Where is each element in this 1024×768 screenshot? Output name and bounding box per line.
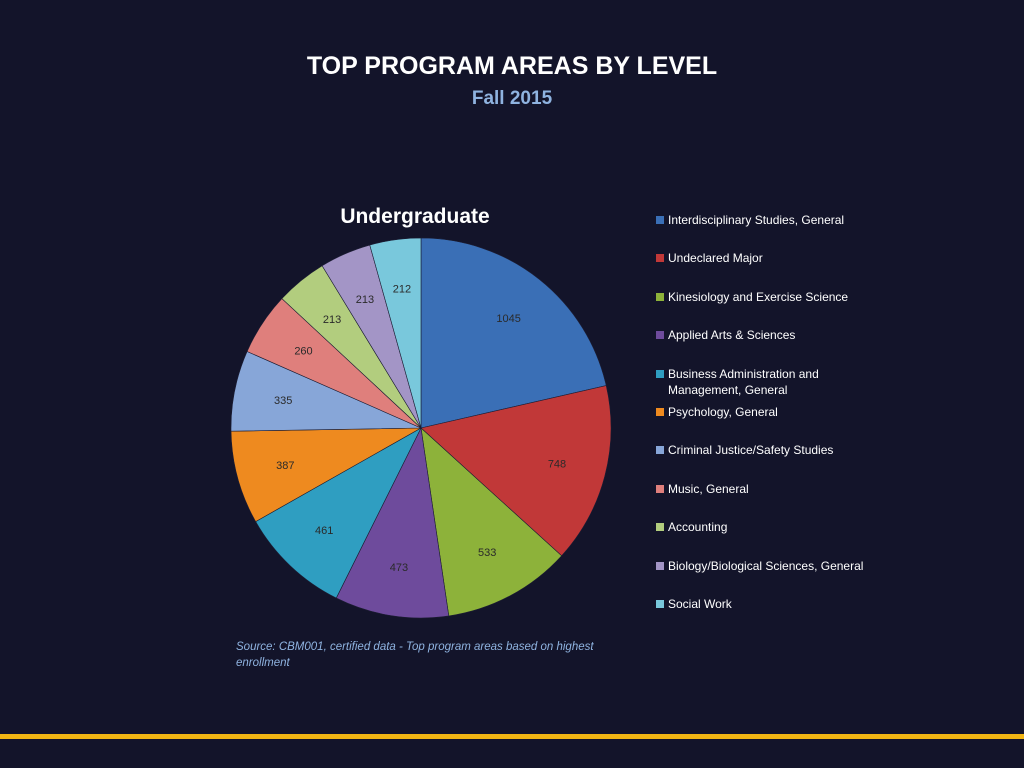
pie-slice-applied-arts-sciences [335,427,450,619]
legend-swatch [656,561,664,570]
data-label-music-general: 260 [294,346,312,358]
pie-slice-social-work [369,237,422,429]
data-label-criminal-justice-safety-studies: 335 [274,395,292,407]
chart-legend: Interdisciplinary Studies, General Undecl… [656,212,886,634]
pie-slice-kinesiology-and-exercise-science [420,427,563,617]
data-label-biology-biological-sciences-general: 213 [356,294,374,306]
source-note: Source: CBM001, certified data - Top pro… [236,641,594,669]
pie-slice-business-administration-and-management-general [255,427,422,599]
pie-data-labels: 1045 748 533 473 461 387 335 260 213 213 212 [274,284,566,574]
legend-label: Biology/Biological Sciences, General [668,558,864,573]
legend-swatch [656,216,664,224]
pie-slice-interdisciplinary-studies-general [420,237,607,429]
pie-slices [230,237,612,619]
legend-item-biology-biological-sciences-general: Biology/Biological Sciences, General [656,558,886,596]
legend-label: Music, General [668,481,749,496]
legend-label: Criminal Justice/Safety Studies [668,443,834,458]
legend-label: Social Work [668,596,732,611]
accent-bar [0,734,1024,739]
data-label-accounting: 213 [323,314,341,326]
data-label-kinesiology-and-exercise-science: 533 [478,547,496,559]
data-label-undeclared-major: 748 [548,459,566,471]
legend-swatch [656,292,664,301]
slide-subtitle: Fall 2015 [471,88,553,109]
legend-item-business-administration-and-management-general: Business Administration and Management, … [656,366,886,404]
legend-item-kinesiology-and-exercise-science: Kinesiology and Exercise Science [656,289,886,327]
legend-item-applied-arts-sciences: Applied Arts & Sciences [656,327,886,365]
legend-label: Interdisciplinary Studies, General [668,213,845,227]
legend-label: Undeclared Major [668,251,763,266]
data-label-social-work: 212 [393,284,411,296]
data-label-business-administration-and-management-general: 461 [315,525,333,537]
legend-label: Accounting [668,520,728,535]
legend-swatch [656,523,664,532]
legend-label: Psychology, General [668,404,778,419]
data-label-psychology-general: 387 [276,460,294,472]
pie-slice-undeclared-major [420,385,612,557]
legend-label: Applied Arts & Sciences [668,328,796,343]
legend-item-psychology-general: Psychology, General [656,404,886,442]
legend-swatch [656,254,664,263]
legend-label: Kinesiology and Exercise Science [668,289,849,304]
legend-item-accounting: Accounting [656,519,886,557]
legend-swatch [656,369,664,378]
legend-item-criminal-justice-safety-studies: Criminal Justice/Safety Studies [656,442,886,480]
legend-swatch [656,446,664,455]
pie-chart: Undergraduate 1045 748 533 473 461 387 335 260 2… [230,205,612,619]
legend-swatch [656,407,664,416]
legend-swatch [656,331,664,340]
legend-item-undeclared-major: Undeclared Major [656,250,886,288]
slide-title: TOP PROGRAM AREAS BY LEVEL [306,52,718,80]
chart-title: Undergraduate [340,205,489,228]
pie-slice-psychology-general [230,427,422,522]
legend-item-social-work: Social Work [656,596,886,634]
legend-swatch [656,484,664,493]
data-label-applied-arts-sciences: 473 [390,562,408,574]
legend-label: Business Administration and Management, … [668,366,819,397]
legend-item-interdisciplinary-studies-general: Interdisciplinary Studies, General [656,212,886,250]
legend-swatch [656,599,664,608]
data-label-interdisciplinary-studies-general: 1045 [496,313,520,325]
legend-item-music-general: Music, General [656,481,886,519]
